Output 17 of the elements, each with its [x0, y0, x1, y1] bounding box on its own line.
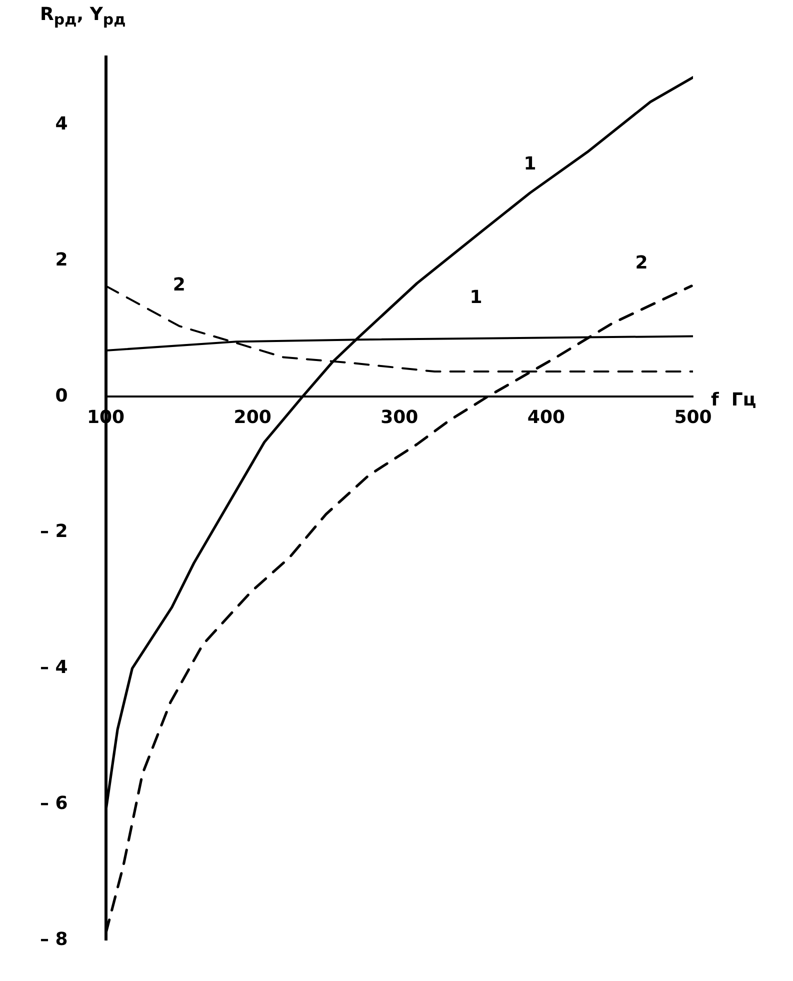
y-tick-label: – 6 — [40, 792, 68, 814]
y-tick-label: – 8 — [40, 928, 68, 950]
y-tick-label: 0 — [55, 385, 68, 406]
y-tick-label: – 4 — [40, 657, 68, 678]
series-label: 1 — [524, 154, 536, 175]
x-tick-label: 300 — [380, 407, 418, 428]
x-axis-title: f Гц — [711, 389, 756, 410]
y-tick-label: 4 — [55, 114, 68, 135]
y-axis-title: R$_{рд}$, Y$_{рд}$ — [40, 4, 126, 29]
series-label: 2 — [172, 274, 186, 296]
series-label: 2 — [635, 252, 648, 274]
x-tick-label: 500 — [674, 407, 712, 428]
y-tick-label: – 2 — [40, 521, 68, 542]
series-label: 1 — [470, 286, 482, 308]
x-tick-label: 200 — [234, 407, 272, 428]
y-tick-label: 2 — [55, 249, 68, 270]
x-tick-label: 400 — [527, 407, 565, 428]
